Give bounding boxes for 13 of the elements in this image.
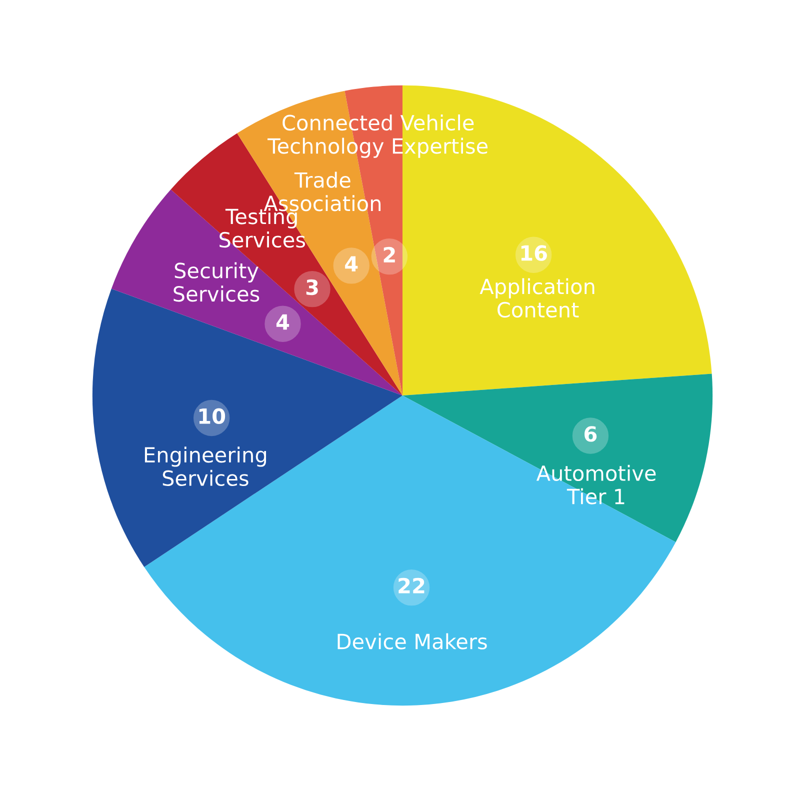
data-label: 16 — [521, 245, 547, 261]
slice-label: Engineering Services — [144, 446, 266, 486]
data-label: 10 — [199, 408, 226, 424]
slice-label: Security Services — [174, 262, 260, 302]
data-label: 22 — [398, 578, 424, 594]
data-label: 4 — [345, 256, 358, 272]
slice-label: Device Makers — [338, 633, 487, 650]
data-label: 3 — [306, 279, 318, 296]
data-label: 2 — [384, 246, 395, 262]
slice-label: Automotive Tier 1 — [536, 464, 656, 504]
data-label: 6 — [584, 426, 597, 442]
data-label: 4 — [276, 314, 290, 330]
slice-label: Application Content — [480, 278, 594, 318]
